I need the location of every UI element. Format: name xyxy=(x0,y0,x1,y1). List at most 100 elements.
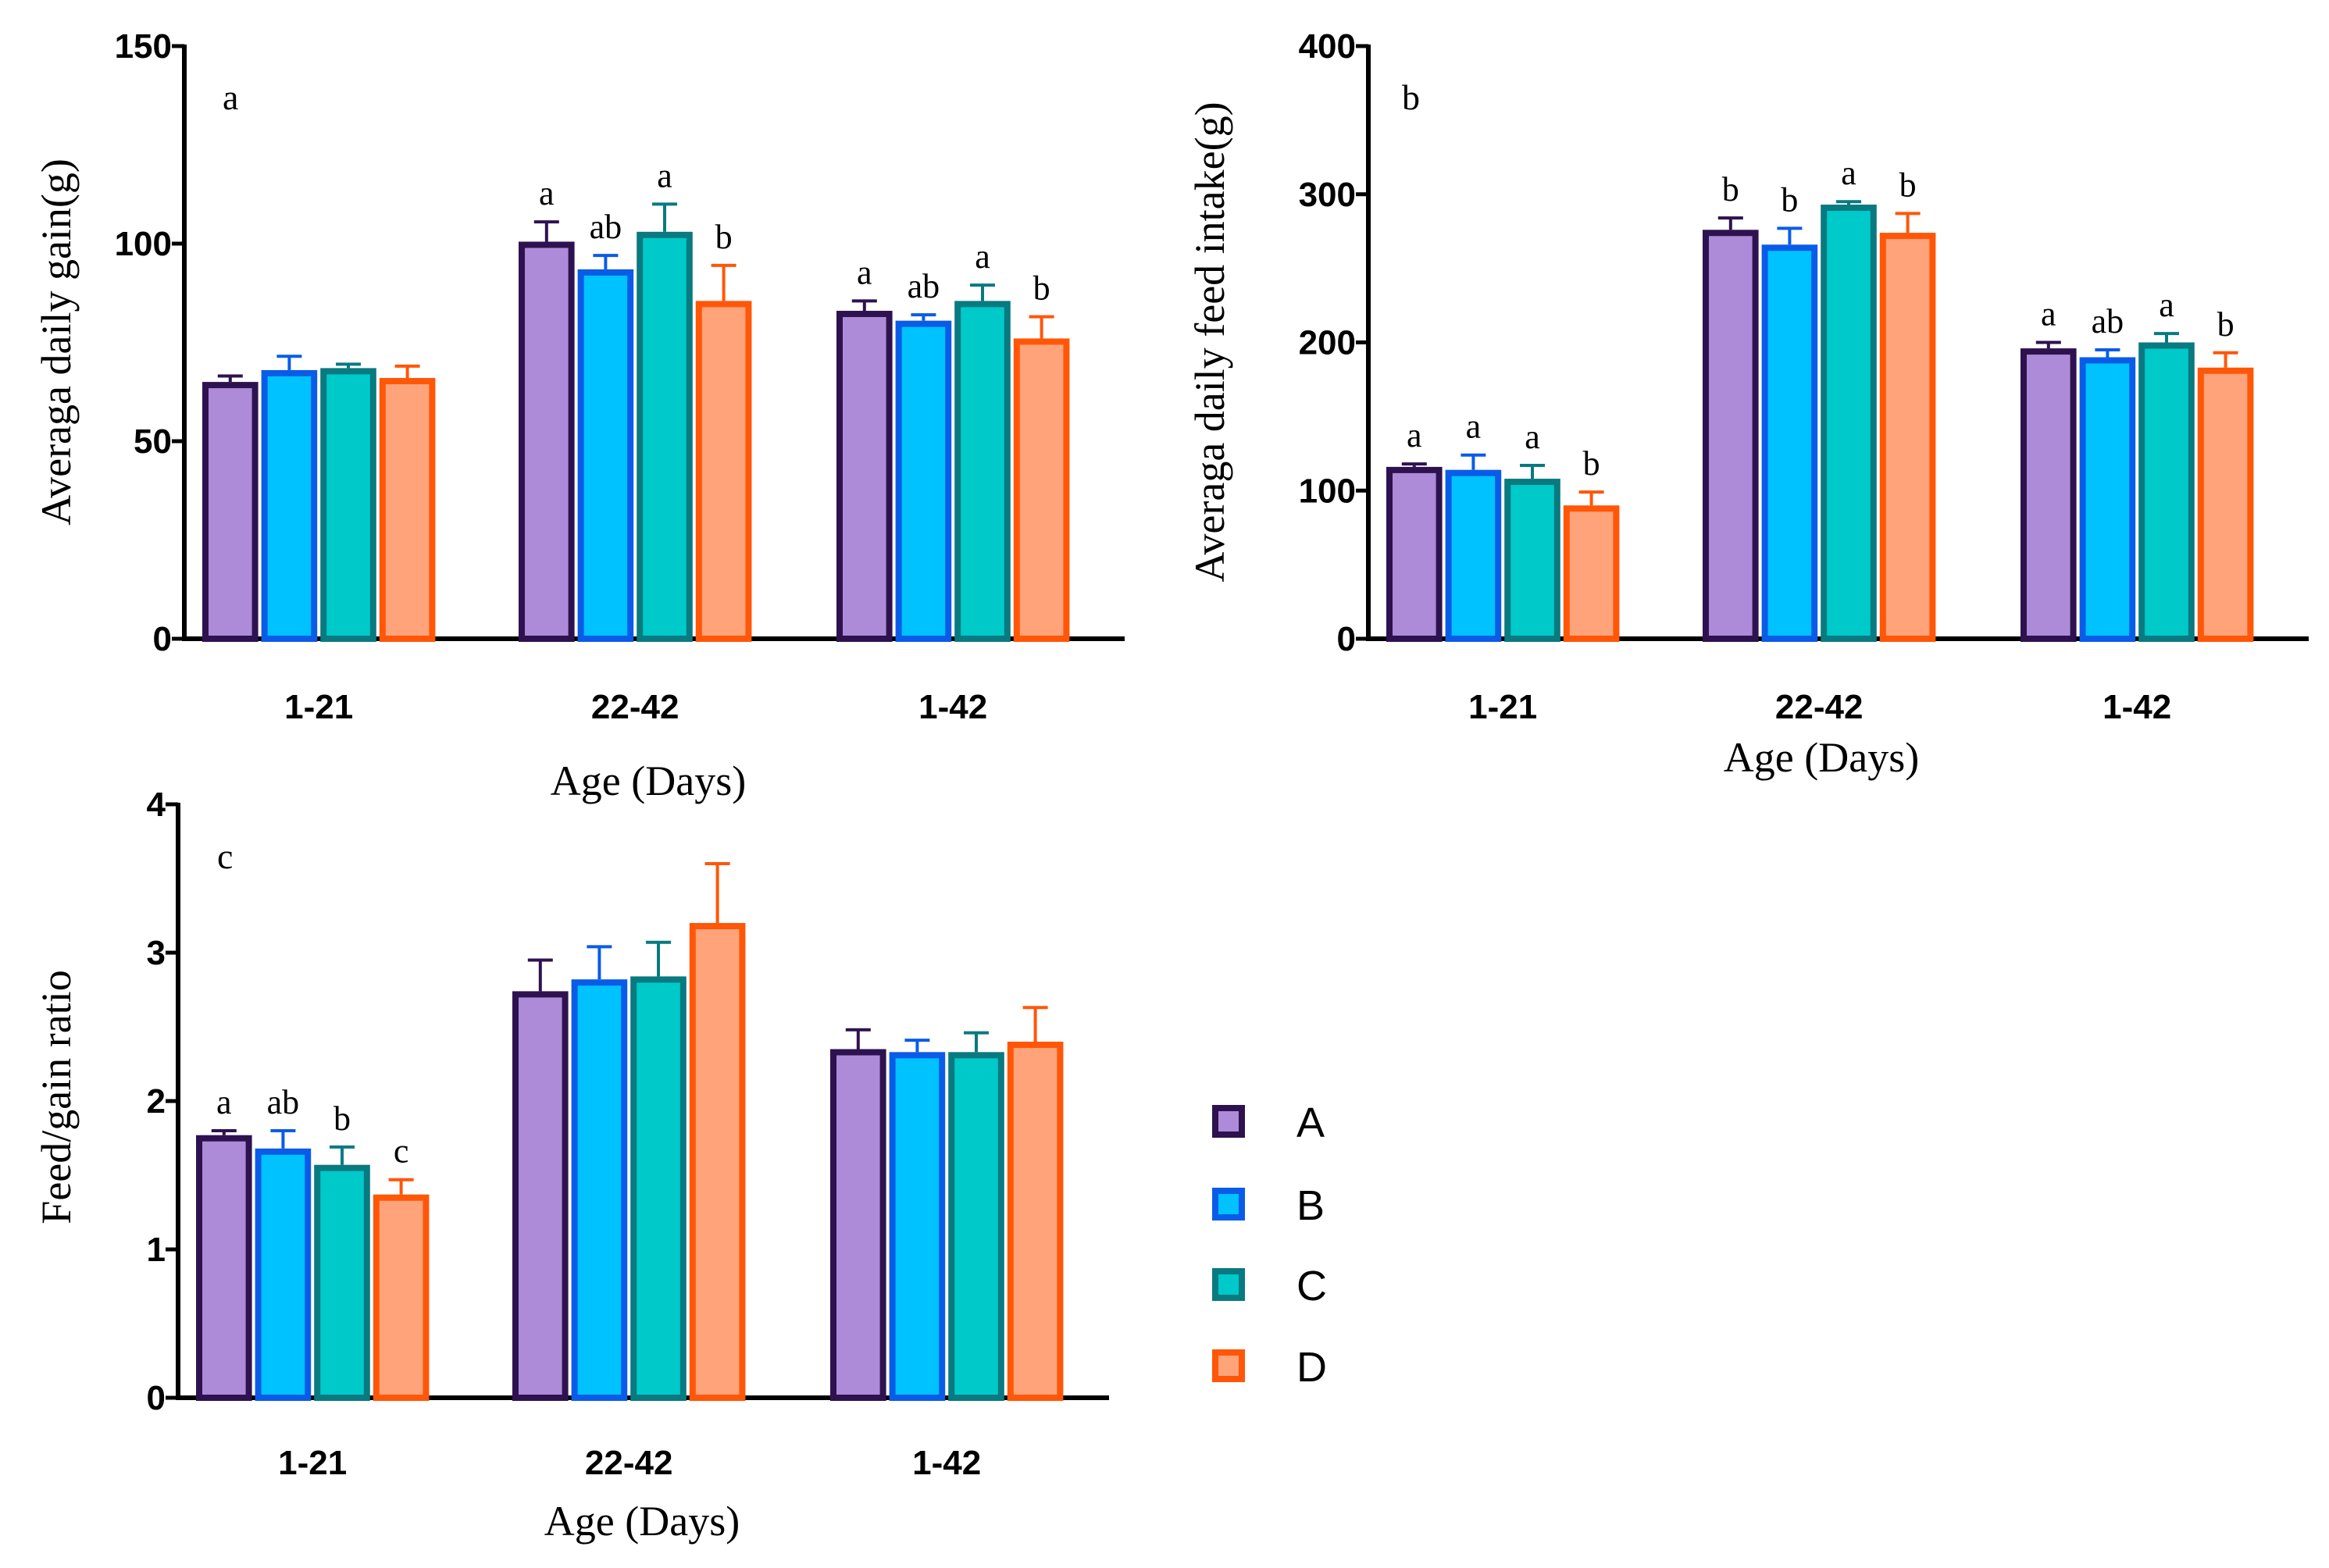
bar-a-C-1-21 xyxy=(320,368,376,642)
panel-letter: b xyxy=(1402,77,1420,117)
y-axis-title: Feed/gain ratio xyxy=(33,970,80,1224)
bar-c-A-1-42 xyxy=(830,1049,886,1401)
legend-label-D: D xyxy=(1296,1344,1327,1391)
y-axis-title: Averaga daily feed intake(g) xyxy=(1186,102,1233,582)
bar-c-C-22-42 xyxy=(630,976,687,1401)
bar-a-A-1-42 xyxy=(836,311,893,642)
bar-a-B-1-42 xyxy=(895,320,952,642)
sig-label: a xyxy=(857,253,872,291)
legend-swatch-A xyxy=(1212,1105,1245,1138)
sig-label: ab xyxy=(267,1083,300,1121)
bar-b-B-22-42 xyxy=(1761,244,1818,642)
y-tick-label: 50 xyxy=(134,422,172,461)
sig-label: b xyxy=(333,1099,351,1138)
x-tick-label: 1-42 xyxy=(918,688,987,726)
sig-label: ab xyxy=(590,208,622,246)
bar-a-A-22-42 xyxy=(519,241,575,642)
y-tick-label: 4 xyxy=(147,786,166,824)
x-tick-label: 22-42 xyxy=(1775,688,1864,726)
bar-c-D-1-21 xyxy=(373,1194,430,1401)
bar-b-A-22-42 xyxy=(1703,230,1759,643)
bar-c-B-1-21 xyxy=(255,1148,312,1402)
y-tick-label: 3 xyxy=(147,934,166,972)
bar-c-C-1-21 xyxy=(314,1164,370,1401)
x-tick-label: 1-21 xyxy=(1468,688,1537,726)
panel-c-chart: 0 1 2 3 4 a ab b c 1-21 22-42 1-42 c Age (Days) Feed/g… xyxy=(33,786,1109,1545)
legend-swatch-B xyxy=(1212,1188,1245,1221)
bar-c-A-1-21 xyxy=(196,1135,252,1401)
bar-c-D-1-42 xyxy=(1007,1042,1064,1401)
y-tick-label: 300 xyxy=(1299,176,1356,214)
sig-label: a xyxy=(2159,286,2174,324)
bar-b-D-22-42 xyxy=(1879,233,1936,642)
bar-b-C-22-42 xyxy=(1821,205,1877,643)
y-tick-label: 0 xyxy=(153,620,172,658)
legend-label-B: B xyxy=(1296,1182,1325,1229)
bar-a-D-1-21 xyxy=(379,378,436,642)
bar-c-A-22-42 xyxy=(512,991,569,1401)
sig-label: a xyxy=(2041,295,2056,333)
bar-a-B-1-21 xyxy=(261,369,318,642)
sig-label: a xyxy=(1466,408,1482,446)
sig-label: a xyxy=(216,1083,232,1121)
bar-b-C-1-42 xyxy=(2138,342,2195,642)
bar-b-C-1-21 xyxy=(1504,479,1560,642)
sig-label: b xyxy=(1899,166,1917,204)
sig-label: ab xyxy=(908,267,940,305)
bar-a-A-1-21 xyxy=(202,382,259,642)
x-tick-label: 1-21 xyxy=(278,1444,347,1482)
bar-c-B-22-42 xyxy=(571,979,628,1401)
bar-c-B-1-42 xyxy=(889,1052,946,1402)
legend-swatch-D xyxy=(1212,1349,1245,1382)
bar-b-D-1-21 xyxy=(1563,505,1620,642)
x-tick-label: 1-42 xyxy=(2103,688,2171,726)
sig-label: b xyxy=(1033,269,1050,308)
bar-a-B-22-42 xyxy=(577,269,634,642)
sig-label: b xyxy=(715,218,733,256)
bar-a-C-22-42 xyxy=(637,231,693,642)
bar-a-D-1-42 xyxy=(1013,338,1070,642)
sig-label: a xyxy=(1407,416,1422,454)
bar-b-A-1-42 xyxy=(2020,348,2077,642)
legend-label-C: C xyxy=(1296,1263,1327,1310)
x-tick-label: 1-21 xyxy=(284,688,353,726)
bar-b-D-1-42 xyxy=(2197,367,2254,642)
bar-b-A-1-21 xyxy=(1386,466,1443,643)
x-tick-label: 1-42 xyxy=(912,1444,981,1482)
bar-c-D-22-42 xyxy=(689,923,746,1401)
y-tick-label: 100 xyxy=(1299,472,1356,510)
sig-label: a xyxy=(1525,418,1540,456)
sig-label: b xyxy=(1583,444,1600,483)
y-tick-label: 1 xyxy=(147,1231,166,1269)
sig-label: b xyxy=(1781,180,1798,219)
sig-label: b xyxy=(2217,305,2234,344)
x-axis-title: Age (Days) xyxy=(544,1498,740,1545)
bar-a-C-1-42 xyxy=(954,301,1011,642)
panel-letter: c xyxy=(217,836,233,876)
x-axis-title: Age (Days) xyxy=(1724,734,1919,781)
x-axis-title: Age (Days) xyxy=(551,757,746,804)
bar-b-B-1-21 xyxy=(1445,469,1502,642)
x-tick-label: 22-42 xyxy=(585,1444,673,1482)
legend-label-A: A xyxy=(1296,1099,1325,1146)
bar-a-D-22-42 xyxy=(695,301,752,642)
y-tick-label: 0 xyxy=(1337,620,1356,658)
sig-label: a xyxy=(1841,154,1856,192)
sig-label: a xyxy=(975,237,990,276)
sig-label: a xyxy=(657,156,672,194)
y-tick-label: 2 xyxy=(147,1082,166,1121)
bar-c-C-1-42 xyxy=(948,1052,1004,1402)
x-tick-label: 22-42 xyxy=(591,688,679,726)
sig-label: ab xyxy=(2092,302,2124,340)
y-tick-label: 0 xyxy=(147,1379,166,1417)
bar-b-B-1-42 xyxy=(2079,357,2136,642)
y-tick-label: 400 xyxy=(1299,27,1356,66)
y-tick-label: 150 xyxy=(115,27,172,66)
panel-letter: a xyxy=(223,77,238,117)
legend-swatch-C xyxy=(1212,1268,1245,1301)
sig-label: a xyxy=(539,174,555,212)
